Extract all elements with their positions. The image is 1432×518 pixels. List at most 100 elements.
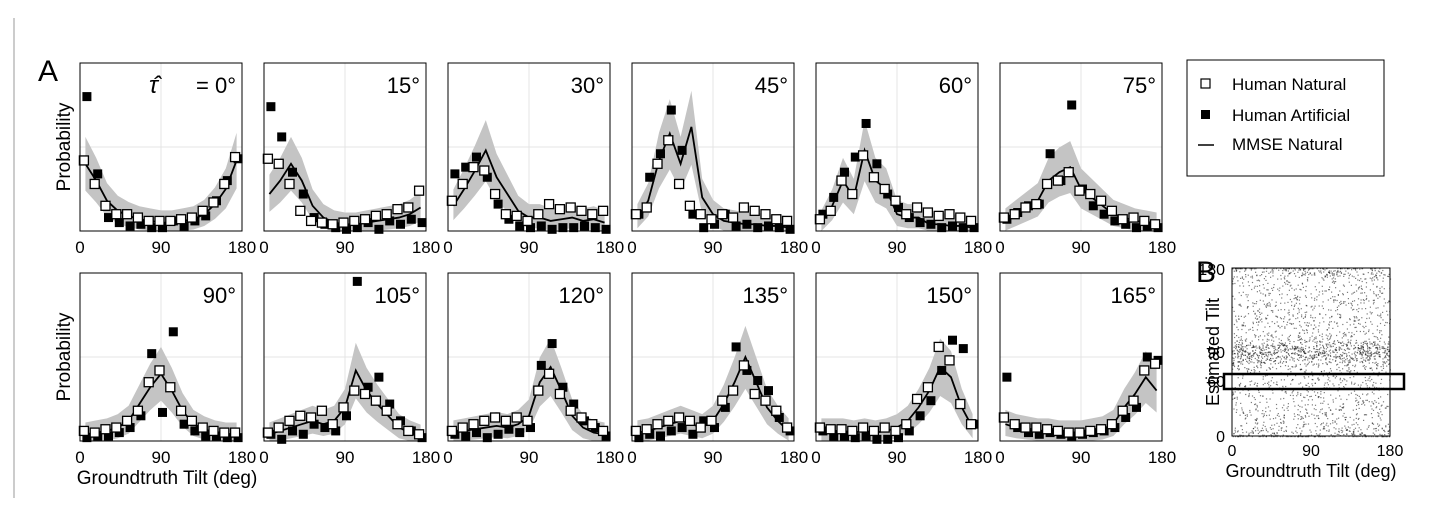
marker-human-artificial: [883, 434, 893, 444]
density-dot: [1293, 308, 1295, 310]
density-dot: [1264, 425, 1266, 428]
density-dot: [1249, 381, 1251, 383]
density-dot: [1347, 370, 1349, 372]
density-dot: [1344, 301, 1346, 303]
density-dot: [1323, 384, 1326, 386]
density-dot: [1244, 270, 1246, 272]
density-dot: [1302, 355, 1304, 357]
density-dot: [1319, 313, 1321, 315]
density-dot: [1358, 279, 1361, 282]
marker-human-artificial: [504, 424, 514, 434]
density-dot: [1266, 369, 1268, 371]
density-dot: [1328, 309, 1330, 311]
density-dot: [1361, 353, 1363, 355]
density-dot: [1273, 284, 1275, 286]
density-dot: [1353, 276, 1355, 278]
density-dot: [1329, 354, 1331, 357]
density-dot: [1387, 359, 1389, 361]
density-dot: [1369, 355, 1371, 357]
xtick-label: 180: [964, 448, 992, 467]
density-dot: [1302, 386, 1304, 388]
density-dot: [1301, 400, 1303, 402]
density-dot: [1358, 395, 1360, 397]
xtick-label: 90: [336, 448, 355, 467]
density-dot: [1292, 398, 1294, 400]
density-dot: [1342, 333, 1344, 335]
density-dot: [1329, 352, 1332, 354]
density-dot: [1249, 361, 1251, 363]
density-dot: [1373, 279, 1375, 281]
density-dot: [1262, 378, 1264, 380]
density-dot: [1299, 435, 1301, 437]
density-dot: [1246, 368, 1248, 370]
density-dot: [1263, 271, 1265, 273]
density-dot: [1318, 378, 1320, 381]
marker-human-natural: [489, 188, 501, 200]
density-dot: [1273, 361, 1275, 363]
density-dot: [1289, 368, 1291, 370]
density-dot: [1314, 274, 1316, 276]
density-dot: [1376, 285, 1378, 288]
density-dot: [1342, 284, 1345, 286]
density-dot: [1365, 325, 1367, 327]
marker-human-artificial: [385, 399, 395, 409]
density-dot: [1272, 392, 1274, 394]
legend-label-mmse-natural: MMSE Natural: [1232, 135, 1343, 154]
density-dot: [1232, 351, 1234, 353]
density-dot: [1259, 401, 1261, 403]
xtick-label: 0: [995, 238, 1004, 257]
density-dot: [1302, 436, 1304, 438]
density-dot: [1236, 335, 1238, 337]
density-dot: [1332, 435, 1335, 437]
mmse-natural-line: [820, 147, 973, 229]
density-dot: [1340, 342, 1342, 344]
density-dot: [1232, 278, 1234, 280]
density-dot: [1321, 436, 1323, 438]
density-dot: [1232, 357, 1234, 359]
density-dot: [1345, 304, 1347, 306]
density-dot: [1242, 282, 1244, 284]
density-dot: [1280, 342, 1282, 344]
xtick-label: 180: [1148, 448, 1176, 467]
density-dot: [1285, 392, 1287, 394]
density-dot: [1355, 284, 1357, 286]
density-dot: [1373, 299, 1375, 301]
density-dot: [1328, 270, 1330, 272]
density-dot: [1265, 354, 1267, 356]
density-dot: [1260, 352, 1262, 354]
density-dot: [1260, 359, 1263, 361]
density-dot: [1371, 323, 1373, 325]
density-dot: [1303, 423, 1305, 425]
density-dot: [1293, 413, 1295, 415]
density-dot: [1379, 340, 1381, 342]
density-dot: [1263, 268, 1265, 270]
panel-4-frame: [631, 62, 795, 232]
density-dot: [1256, 365, 1258, 367]
marker-human-natural: [446, 195, 458, 206]
density-dot: [1351, 433, 1353, 435]
density-dot: [1265, 348, 1267, 351]
panel-5: 60°0 90 180: [811, 62, 992, 257]
density-dot: [1275, 435, 1277, 437]
density-dot: [1232, 268, 1234, 270]
density-dot: [1248, 434, 1250, 436]
density-dot: [1237, 430, 1239, 432]
density-dot: [1300, 393, 1302, 395]
density-dot: [1284, 326, 1286, 328]
density-dot: [1272, 418, 1275, 420]
density-dot: [1382, 311, 1384, 313]
density-dot: [1370, 355, 1372, 357]
density-dot: [1257, 324, 1259, 326]
marker-human-natural: [500, 415, 512, 426]
density-dot: [1315, 289, 1317, 291]
density-dot: [1291, 392, 1293, 394]
density-dot: [1241, 409, 1243, 411]
density-dot: [1297, 393, 1299, 395]
density-dot: [1313, 299, 1316, 301]
density-dot: [1241, 342, 1243, 344]
density-dot: [1262, 284, 1264, 286]
density-dot: [1307, 280, 1309, 282]
density-dot: [1358, 427, 1360, 429]
density-dot: [1381, 347, 1383, 349]
density-dot: [1340, 409, 1342, 411]
